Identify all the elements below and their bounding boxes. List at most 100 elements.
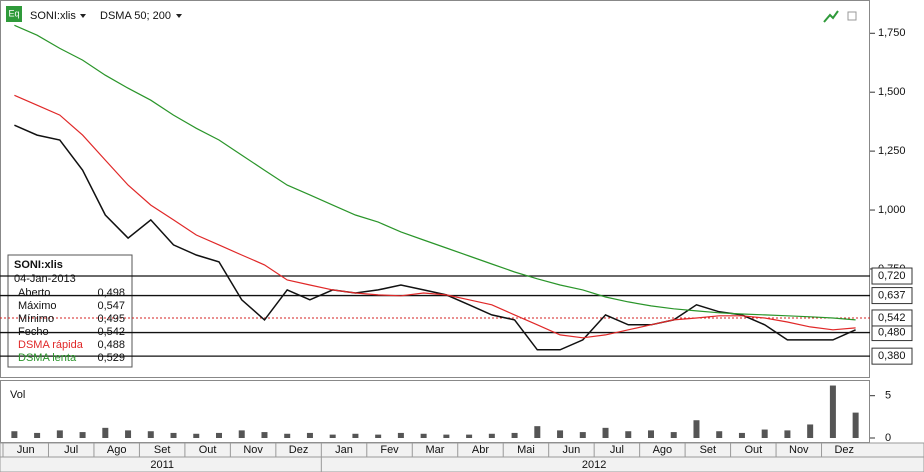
volume-bar	[193, 433, 200, 438]
volume-bar	[56, 430, 63, 438]
level-label: 0,480	[878, 326, 906, 338]
level-box	[871, 267, 913, 285]
volume-bar	[125, 430, 132, 438]
price-panel	[0, 0, 870, 378]
year-label: 2011	[150, 459, 174, 471]
x-tick-label: Dez	[834, 444, 854, 456]
x-tick-label: Out	[744, 444, 762, 456]
x-tick-label: Jul	[64, 444, 78, 456]
volume-bar	[829, 385, 836, 438]
x-tick-label: Abr	[472, 444, 489, 456]
info-frame	[7, 254, 133, 368]
x-tick-label: Mai	[517, 444, 535, 456]
info-box: SONI:xlis 04-Jan-2013	[7, 254, 133, 368]
info-date: 04-Jan-2013	[14, 273, 76, 285]
year-label: 2012	[582, 459, 606, 471]
x-tick-label: Set	[154, 444, 171, 456]
volume-bar	[170, 432, 177, 438]
volume-bar	[443, 434, 450, 438]
dropdown[interactable]	[80, 14, 86, 18]
icon-text: Eq	[8, 8, 19, 18]
dropdown[interactable]	[176, 14, 182, 18]
volume-bar	[34, 432, 41, 438]
series-line	[14, 24, 856, 321]
level-label: 0,380	[878, 350, 906, 362]
indicator[interactable]: DSMA 50; 200	[100, 10, 171, 22]
volume-bar	[693, 420, 700, 438]
info-label: DSMA lenta	[18, 352, 77, 364]
volume-bar	[79, 432, 86, 438]
info-value: 0,488	[97, 339, 125, 351]
info-value: 0,495	[97, 313, 125, 325]
last-price-label: 0,542	[878, 312, 906, 324]
x-tick-label: Ago	[107, 444, 127, 456]
volume-bar	[306, 432, 313, 438]
x-tick-label: Jul	[610, 444, 624, 456]
info-value: 0,498	[97, 287, 125, 299]
last-price-box	[871, 309, 913, 327]
x-tick-label: Jun	[563, 444, 581, 456]
volume-bar	[670, 432, 677, 438]
volume-title: Vol	[10, 389, 25, 401]
x-tick-label: Set	[700, 444, 717, 456]
volume-bar	[716, 431, 723, 438]
level-box	[871, 347, 913, 365]
info-value: 0,542	[97, 326, 125, 338]
info-label: Mínimo	[18, 313, 54, 325]
x-tick-label: Ago	[653, 444, 673, 456]
x-tick-label: Nov	[789, 444, 809, 456]
info-label: DSMA rápida	[18, 339, 84, 351]
volume-bar	[557, 430, 564, 438]
volume-bar	[284, 433, 291, 438]
info-value: 0,547	[97, 300, 125, 312]
y-tick-label: 1,750	[878, 27, 906, 39]
info-label: Aberto	[18, 287, 50, 299]
volume-bar	[420, 433, 427, 438]
volume-bar	[761, 429, 768, 438]
series-line	[14, 124, 856, 351]
y-tick-label: 0	[885, 432, 891, 444]
volume-bar	[807, 424, 814, 438]
volume-bar	[534, 426, 541, 438]
volume-bar	[738, 432, 745, 438]
volume-bar	[784, 430, 791, 438]
volume-bar	[102, 427, 109, 438]
volume-bar	[261, 432, 268, 438]
volume-bar	[375, 434, 382, 438]
volume-bar	[852, 412, 859, 438]
y-tick-label: 1,000	[878, 204, 906, 216]
x-tick-label: Dez	[289, 444, 309, 456]
level-box	[871, 287, 913, 305]
volume-bar	[397, 432, 404, 438]
series-line	[14, 94, 856, 339]
symbol-icon[interactable]	[6, 6, 22, 22]
info-label: Fecho	[18, 326, 49, 338]
volume-bar	[579, 432, 586, 438]
volume-bar	[352, 433, 359, 438]
y-tick-label: 1,500	[878, 86, 906, 98]
x-tick-label: Nov	[243, 444, 263, 456]
volume-bar	[329, 434, 336, 438]
x-tick-label: Mar	[426, 444, 445, 456]
level-label: 0,637	[878, 289, 906, 301]
info-label: Máximo	[18, 300, 57, 312]
volume-bar	[216, 432, 222, 438]
y-tick-label: 1,250	[878, 145, 906, 157]
volume-bar	[625, 431, 632, 438]
level-label: 0,720	[878, 270, 906, 282]
symbol[interactable]: SONI:xlis	[30, 10, 76, 22]
maximize[interactable]	[847, 11, 857, 21]
volume-bar	[238, 430, 245, 438]
volume-bar	[466, 434, 473, 438]
volume-bar	[488, 433, 495, 438]
trend-icon[interactable]	[823, 10, 839, 23]
volume-bar	[511, 432, 518, 438]
x-tick-label: Fev	[380, 444, 399, 456]
volume-bar	[11, 431, 18, 438]
info-symbol: SONI:xlis	[14, 259, 63, 271]
volume-bar	[602, 427, 609, 438]
volume-bar	[648, 430, 654, 438]
volume-bar	[147, 431, 154, 438]
